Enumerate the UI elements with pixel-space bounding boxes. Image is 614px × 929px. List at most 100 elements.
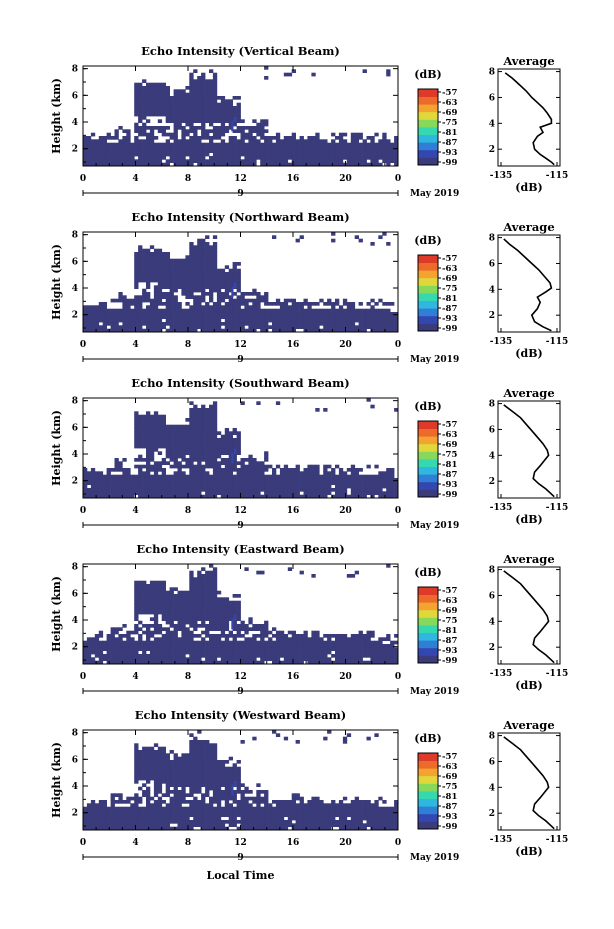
panel-title: Echo Intensity (Westward Beam): [135, 708, 346, 722]
echo-cell: [181, 630, 186, 635]
echo-cell: [236, 159, 241, 163]
echo-cell: [244, 640, 249, 645]
echo-cell: [374, 644, 379, 648]
echo-cell: [114, 481, 119, 485]
echo-cell: [338, 474, 344, 479]
colorbar-title: (dB): [414, 566, 441, 579]
echo-cell: [386, 634, 391, 638]
echo-cell: [350, 471, 356, 475]
echo-cell: [177, 620, 182, 625]
echo-cell: [362, 654, 367, 658]
echo-cell: [146, 431, 151, 435]
echo-cell: [138, 763, 143, 767]
echo-cell: [126, 650, 131, 655]
echo-cell: [224, 106, 230, 110]
echo-cell: [382, 146, 387, 150]
echo-cell: [232, 607, 237, 611]
echo-cell: [134, 424, 139, 429]
echo-cell: [193, 451, 198, 455]
echo-cell: [331, 494, 336, 499]
echo-cell: [173, 149, 178, 153]
echo-cell: [260, 464, 265, 469]
echo-cell: [193, 488, 198, 492]
echo-cell: [236, 272, 241, 276]
echo-cell: [354, 471, 359, 475]
echo-cell: [311, 308, 316, 313]
echo-cell: [212, 451, 218, 455]
echo-cell: [153, 265, 159, 269]
echo-cell: [134, 142, 139, 147]
echo-cell: [181, 275, 186, 279]
echo-cell: [212, 610, 218, 615]
echo-cell: [212, 468, 218, 472]
echo-cell: [335, 298, 340, 303]
echo-cell: [205, 96, 210, 100]
echo-cell: [220, 156, 226, 160]
echo-cell: [185, 132, 190, 137]
echo-cell: [240, 494, 245, 499]
echo-cell: [209, 245, 214, 249]
echo-cell: [350, 491, 356, 495]
echo-cell: [197, 89, 202, 93]
echo-cell: [185, 92, 190, 97]
echo-cell: [197, 258, 202, 263]
echo-cell: [279, 159, 285, 163]
echo-cell: [106, 647, 111, 651]
echo-cell: [209, 308, 214, 313]
echo-cell: [386, 657, 391, 661]
echo-cell: [350, 464, 356, 469]
echo-cell: [142, 806, 147, 811]
echo-cell: [173, 654, 178, 658]
echo-cell: [189, 102, 194, 107]
echo-cell: [181, 96, 186, 100]
echo-cell: [335, 637, 340, 641]
echo-cell: [165, 640, 170, 645]
echo-cell: [146, 488, 151, 492]
echo-cell: [212, 116, 218, 120]
echo-cell: [201, 315, 206, 319]
colorbar-cell: [418, 647, 438, 656]
echo-cell: [272, 328, 277, 333]
echo-cell: [279, 474, 285, 479]
echo-cell: [201, 647, 206, 651]
echo-cell: [146, 444, 151, 449]
echo-cell: [366, 322, 371, 326]
echo-cell: [134, 823, 139, 827]
echo-cell: [205, 654, 210, 658]
echo-cell: [232, 328, 237, 333]
echo-cell: [315, 644, 320, 648]
echo-cell: [122, 146, 127, 150]
echo-cell: [358, 308, 363, 313]
echo-cell: [335, 474, 340, 479]
echo-cell: [248, 149, 253, 153]
echo-cell: [279, 325, 285, 329]
echo-cell: [189, 99, 194, 103]
echo-cell: [220, 305, 226, 309]
echo-cell: [181, 428, 186, 432]
echo-cell: [291, 654, 296, 658]
x-tick-label: 4: [132, 174, 138, 184]
echo-cell: [382, 312, 387, 316]
echo-cell: [279, 637, 285, 641]
echo-cell: [303, 481, 308, 485]
echo-cell: [275, 162, 281, 167]
echo-cell: [157, 607, 163, 611]
echo-cell: [94, 152, 100, 157]
echo-cell: [209, 448, 214, 452]
echo-cell: [335, 478, 340, 482]
echo-cell: [228, 647, 233, 651]
echo-cell: [272, 644, 277, 648]
echo-cell: [83, 156, 88, 160]
echo-cell: [252, 471, 257, 475]
echo-cell: [94, 159, 100, 163]
echo-cell: [173, 441, 178, 445]
echo-cell: [157, 156, 163, 160]
echo-cell: [185, 478, 190, 482]
echo-cell: [134, 640, 139, 645]
echo-cell: [110, 322, 115, 326]
echo-cell: [327, 159, 332, 163]
echo-cell: [161, 478, 166, 482]
echo-cell: [126, 156, 131, 160]
echo-cell: [303, 634, 308, 638]
echo-cell: [130, 162, 135, 167]
